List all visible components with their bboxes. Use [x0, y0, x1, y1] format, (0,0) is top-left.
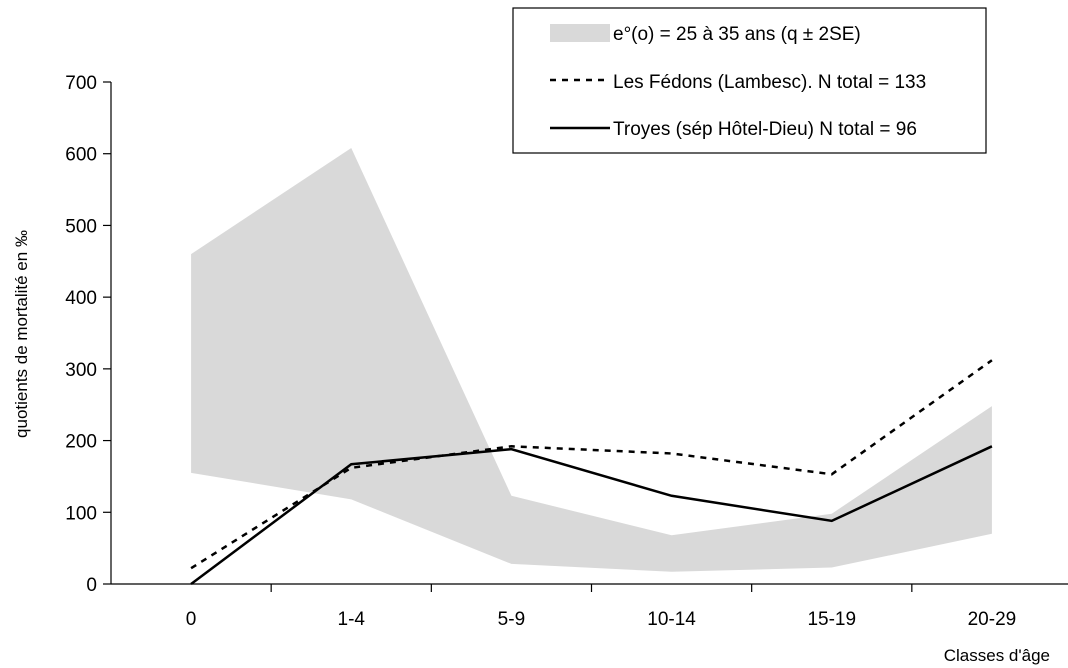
axis-layer — [110, 82, 1068, 585]
legend-label-band: e°(o) = 25 à 35 ans (q ± 2SE) — [613, 24, 861, 45]
y-ticks: 0 100 200 300 400 500 600 700 — [65, 73, 111, 596]
x-tick-label: 5-9 — [498, 609, 525, 630]
y-tick-label: 100 — [65, 503, 97, 524]
band-layer — [191, 147, 992, 572]
legend: e°(o) = 25 à 35 ans (q ± 2SE) Les Fédons… — [512, 7, 987, 154]
x-ticks: 0 1-4 5-9 10-14 15-19 20-29 — [186, 584, 1016, 630]
band-area — [191, 147, 992, 572]
x-tick-label: 1-4 — [338, 609, 366, 630]
series-layer — [190, 359, 993, 586]
legend-label-troyes: Troyes (sép Hôtel-Dieu) N total = 96 — [613, 119, 917, 140]
y-tick-label: 700 — [65, 73, 97, 94]
y-tick-label: 300 — [65, 360, 97, 381]
y-tick-label: 500 — [65, 216, 97, 237]
legend-label-fedons: Les Fédons (Lambesc). N total = 133 — [613, 72, 926, 93]
x-tick-label: 20-29 — [968, 609, 1017, 630]
y-tick-label: 0 — [86, 575, 97, 596]
series-line-troyes — [190, 445, 993, 586]
x-axis-title: Classes d'âge — [944, 646, 1050, 665]
legend-band-swatch — [550, 24, 610, 42]
x-tick-label: 15-19 — [807, 609, 856, 630]
x-tick-label: 10-14 — [647, 609, 696, 630]
y-tick-label: 400 — [65, 288, 97, 309]
y-tick-label: 600 — [65, 145, 97, 166]
y-axis-title: quotients de mortalité en ‰ — [12, 230, 31, 438]
x-tick-label: 0 — [186, 609, 197, 630]
y-tick-label: 200 — [65, 432, 97, 453]
